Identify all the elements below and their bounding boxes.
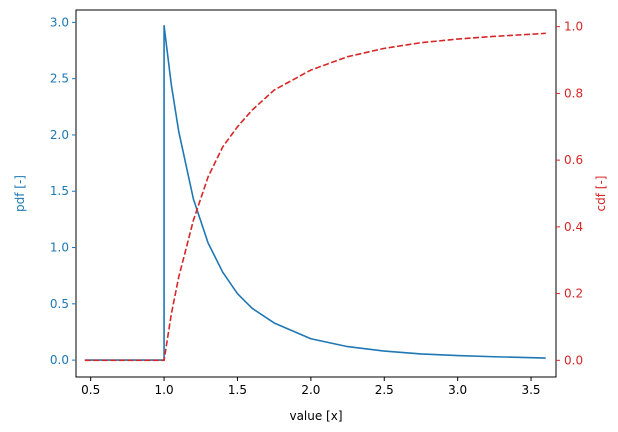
pdf-series-line (84, 24, 546, 361)
x-tick-label: 1.0 (155, 383, 174, 397)
x-tick-label: 2.5 (375, 383, 394, 397)
y-right-axis-label: cdf [-] (594, 176, 608, 212)
y-right-tick-label: 0.8 (564, 86, 583, 100)
y-right-tick-label: 0.4 (564, 220, 583, 234)
cdf-series-line (84, 32, 546, 362)
y-right-tick-label: 0.2 (564, 287, 583, 301)
y-left-axis-label: pdf [-] (13, 175, 27, 212)
y-left-tick-label: 0.0 (50, 353, 69, 367)
y-left-tick-label: 2.5 (50, 72, 69, 86)
plot-lines (84, 24, 546, 362)
plot-frame (75, 9, 557, 378)
y-right-tick-label: 0.0 (564, 353, 583, 367)
y-left-tick-label: 1.0 (50, 241, 69, 255)
x-tick-label: 2.0 (301, 383, 320, 397)
y-left-axis-ticks: 0.0 0.5 1.0 1.5 2.0 2.5 3.0 (50, 15, 76, 367)
x-axis-label: value [x] (289, 409, 342, 423)
x-tick-label: 1.5 (228, 383, 247, 397)
x-tick-label: 3.5 (521, 383, 540, 397)
y-left-tick-label: 0.5 (50, 297, 69, 311)
y-left-tick-label: 2.0 (50, 128, 69, 142)
x-axis-ticks: 0.5 1.0 1.5 2.0 2.5 3.0 3.5 (81, 377, 541, 397)
y-left-tick-label: 1.5 (50, 184, 69, 198)
x-tick-label: 3.0 (448, 383, 467, 397)
y-right-tick-label: 1.0 (564, 20, 583, 34)
x-tick-label: 0.5 (81, 383, 100, 397)
y-right-axis-ticks: 0.0 0.2 0.4 0.6 0.8 1.0 (556, 20, 583, 367)
y-right-tick-label: 0.6 (564, 153, 583, 167)
y-left-tick-label: 3.0 (50, 15, 69, 29)
